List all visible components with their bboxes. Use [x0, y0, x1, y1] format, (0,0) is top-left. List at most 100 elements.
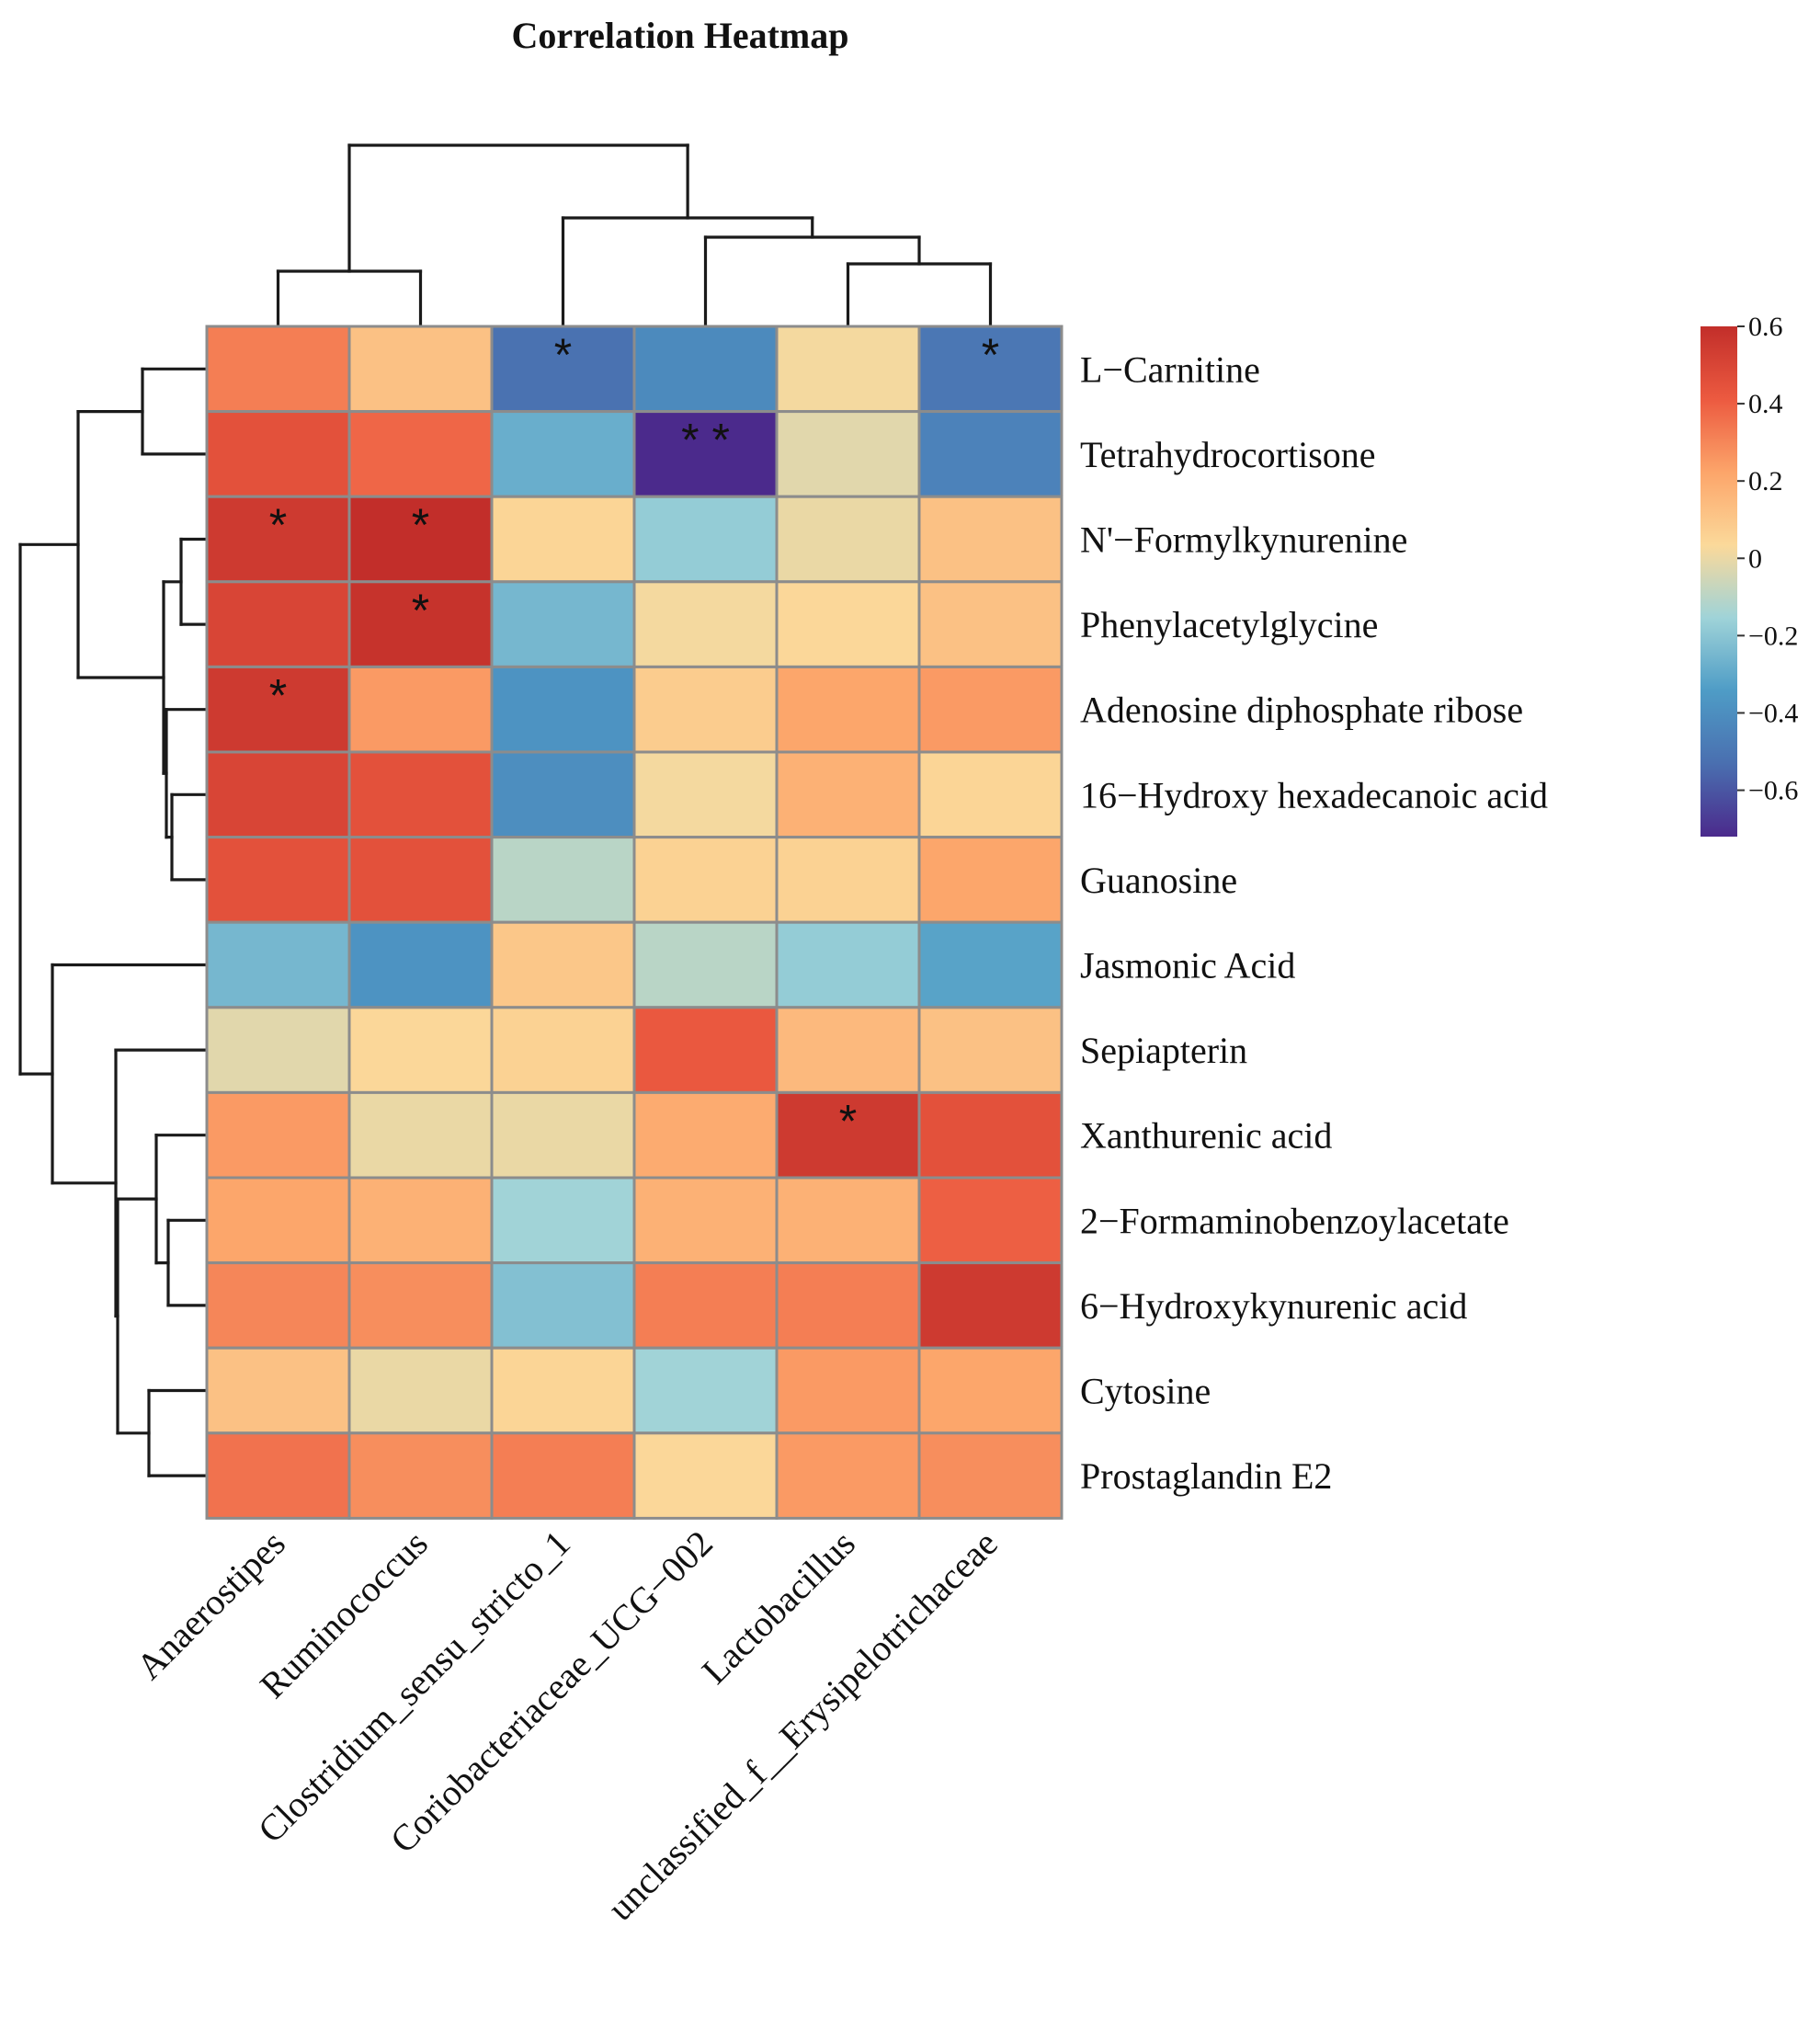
heatmap-cell	[490, 1346, 636, 1435]
heatmap-cell	[347, 410, 494, 498]
heatmap-cell	[347, 665, 494, 754]
heatmap-cell	[632, 1090, 779, 1180]
chart-title: Correlation Heatmap	[512, 15, 849, 56]
heatmap-cell	[205, 1090, 351, 1180]
heatmap-cell	[632, 665, 779, 754]
heatmap-cell	[917, 1261, 1064, 1350]
colorbar-legend: 0.6 0.4 0.2 0 −0.2 −0.4 −0.6	[1701, 312, 1798, 837]
significance-star: * *	[681, 415, 730, 466]
heatmap-cell	[347, 750, 494, 839]
heatmap-cell	[775, 1261, 921, 1350]
heatmap-cell	[490, 1090, 636, 1180]
heatmap-cell	[775, 1431, 921, 1520]
heatmap-cell	[632, 920, 779, 1009]
heatmap-cell	[775, 1176, 921, 1265]
heatmap-cell	[347, 325, 494, 414]
heatmap-cell	[490, 836, 636, 924]
significance-star: *	[269, 499, 287, 551]
row-label: 16−Hydroxy hexadecanoic acid	[1080, 774, 1548, 815]
heatmap-cell	[490, 495, 636, 584]
significance-star: *	[982, 329, 999, 381]
heatmap-cell	[490, 1431, 636, 1520]
heatmap-cell	[490, 750, 636, 839]
row-label: Jasmonic Acid	[1080, 945, 1295, 986]
heatmap-cell	[347, 495, 494, 584]
row-label: Guanosine	[1080, 860, 1237, 901]
colorbar-tick-label: 0.6	[1748, 312, 1783, 342]
colorbar-tick-label: 0	[1748, 543, 1762, 574]
heatmap-cell	[917, 1090, 1064, 1180]
heatmap-cell	[490, 1006, 636, 1094]
row-dendrogram	[18, 367, 209, 1477]
row-label: L−Carnitine	[1080, 348, 1260, 390]
heatmap-cell	[347, 1006, 494, 1094]
heatmap-cell	[205, 1176, 351, 1265]
significance-star: *	[269, 669, 287, 721]
row-label: 6−Hydroxykynurenic acid	[1080, 1285, 1467, 1327]
heatmap-cell	[490, 1261, 636, 1350]
heatmap-cell	[632, 1346, 779, 1435]
heatmap-cell	[632, 1261, 779, 1350]
heatmap-cell	[205, 325, 351, 414]
significance-star: *	[839, 1095, 857, 1146]
heatmap-cell	[205, 1006, 351, 1094]
row-label: 2−Formaminobenzoylacetate	[1080, 1200, 1509, 1241]
heatmap-cell	[775, 920, 921, 1009]
heatmap-cell	[632, 1176, 779, 1265]
heatmap-cell	[917, 836, 1064, 924]
heatmap-cell	[917, 1346, 1064, 1435]
heatmap-cell	[775, 1090, 921, 1180]
heatmap-cell	[632, 1006, 779, 1094]
row-label: Xanthurenic acid	[1080, 1115, 1332, 1157]
row-label: Prostaglandin E2	[1080, 1455, 1332, 1497]
heatmap-cell	[205, 750, 351, 839]
heatmap-cell	[775, 750, 921, 839]
heatmap-cell	[775, 495, 921, 584]
heatmap-cell	[917, 750, 1064, 839]
heatmap-cell	[205, 1261, 351, 1350]
heatmap-cell	[347, 920, 494, 1009]
significance-star: *	[554, 329, 572, 381]
heatmap-cell	[775, 665, 921, 754]
heatmap-cell	[347, 1090, 494, 1180]
heatmap-cell	[917, 1006, 1064, 1094]
heatmap-cell	[917, 920, 1064, 1009]
heatmap-cell	[205, 836, 351, 924]
heatmap-cell	[490, 580, 636, 668]
heatmap-cell	[917, 495, 1064, 584]
row-label: Phenylacetylglycine	[1080, 604, 1378, 645]
significance-star: *	[412, 585, 429, 636]
heatmap-cell	[632, 410, 779, 498]
heatmap-cell	[775, 836, 921, 924]
heatmap-cell	[917, 410, 1064, 498]
heatmap-cell	[917, 580, 1064, 668]
column-labels: AnaerostipesRuminococcusClostridium_sens…	[128, 1522, 1005, 1929]
row-labels: L−Carnitine Tetrahydrocortisone N'−Formylk…	[1080, 348, 1548, 1497]
heatmap-cell	[917, 665, 1064, 754]
heatmap-cell	[490, 920, 636, 1009]
row-label: Cytosine	[1080, 1371, 1211, 1412]
column-dendrogram	[276, 143, 993, 328]
heatmap-cell	[632, 580, 779, 668]
colorbar-tick-label: −0.2	[1748, 621, 1798, 651]
significance-markers: * * * * * * * * *	[269, 329, 999, 1146]
heatmap-cell	[775, 580, 921, 668]
heatmap-cell	[490, 410, 636, 498]
heatmap-cell	[347, 836, 494, 924]
heatmap-cell	[917, 325, 1064, 414]
heatmap-cell	[205, 410, 351, 498]
heatmap-cell	[632, 325, 779, 414]
heatmap-cell	[205, 1431, 351, 1520]
colorbar-gradient	[1701, 326, 1737, 837]
heatmap-cell	[347, 1431, 494, 1520]
heatmap-cell	[205, 580, 351, 668]
row-label: Tetrahydrocortisone	[1080, 434, 1376, 475]
heatmap-cell	[347, 1261, 494, 1350]
heatmap-cell	[347, 1176, 494, 1265]
heatmap-cell	[632, 750, 779, 839]
heatmap-cell	[775, 1006, 921, 1094]
heatmap-cell	[775, 1346, 921, 1435]
heatmap-cell	[205, 920, 351, 1009]
significance-star: *	[412, 499, 429, 551]
